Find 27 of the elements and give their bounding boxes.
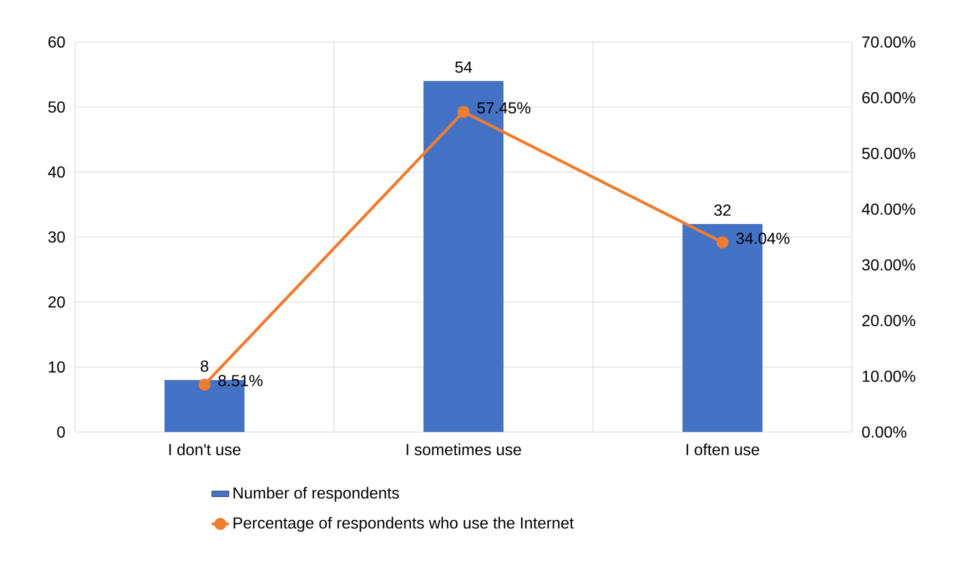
y2-tick-label: 50.00% — [862, 148, 916, 160]
y-tick-label: 0 — [57, 426, 65, 438]
data-label: 32 — [714, 204, 731, 216]
y-tick-label: 20 — [48, 296, 65, 308]
y2-tick-label: 40.00% — [862, 203, 916, 215]
point — [716, 236, 728, 248]
y2-tick-label: 70.00% — [862, 36, 916, 48]
x-tick-label: I sometimes use — [406, 444, 522, 456]
y2-tick-label: 10.00% — [862, 370, 916, 382]
point — [458, 106, 470, 118]
y2-tick-label: 20.00% — [862, 314, 916, 326]
data-label: 54 — [455, 62, 472, 73]
y-tick-label: 40 — [48, 166, 65, 178]
x-tick-label: I often use — [686, 444, 760, 456]
x-tick-label: I don't use — [169, 444, 240, 456]
y-tick-label: 10 — [48, 361, 65, 373]
data-label: 8 — [200, 360, 208, 372]
y-tick-label: 30 — [48, 231, 65, 243]
legend-label: Percentage of respondents who use the Internet — [234, 516, 574, 532]
y-tick-label: 50 — [48, 101, 65, 113]
y-tick-label: 60 — [48, 36, 65, 48]
y2-tick-label: 30.00% — [862, 259, 916, 271]
y2-tick-label: 60.00% — [862, 92, 916, 104]
point — [198, 378, 211, 391]
legend-label: Number of respondents — [234, 486, 399, 502]
data-label: 8.51% — [218, 374, 263, 386]
y2-tick-label: 0.00% — [862, 426, 906, 438]
